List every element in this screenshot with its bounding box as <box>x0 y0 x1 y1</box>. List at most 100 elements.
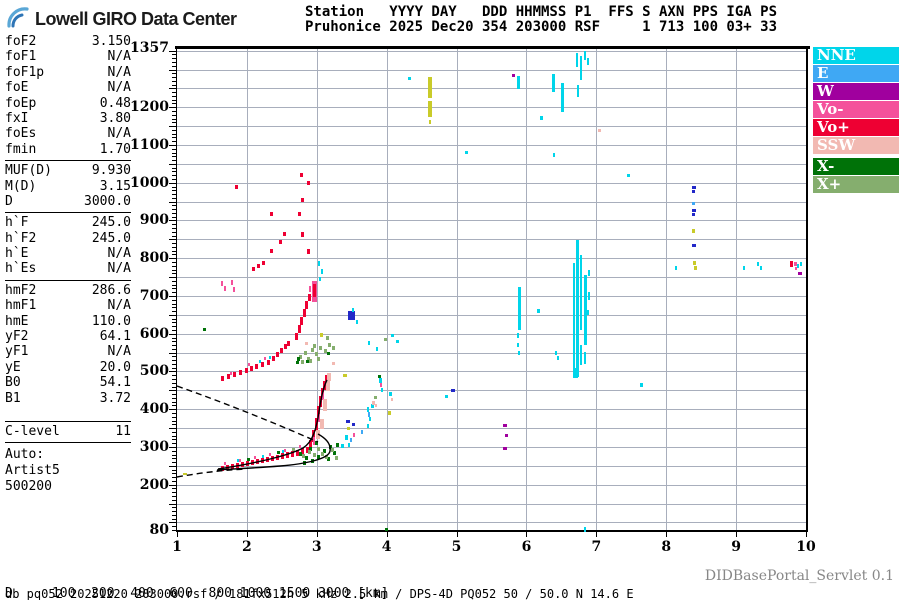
echo-point <box>517 343 519 347</box>
y-axis-tick <box>169 69 176 71</box>
echo-point <box>231 280 233 285</box>
echo-point <box>309 286 311 292</box>
echo-point <box>237 459 239 462</box>
x-axis-tick <box>386 530 388 537</box>
plot-right-border <box>806 48 808 530</box>
param-label: C-level <box>5 423 60 439</box>
echo-point <box>323 449 326 453</box>
echo-point <box>327 373 331 381</box>
echo-point <box>361 430 363 434</box>
y-axis-tick <box>172 326 176 328</box>
param-row-b1: B1 3.72 <box>5 391 131 406</box>
echo-point <box>692 209 696 212</box>
echo-point <box>584 352 586 364</box>
echo-point <box>311 348 314 352</box>
echo-point <box>320 419 324 429</box>
echo-point <box>584 51 586 60</box>
echo-point <box>305 301 308 309</box>
param-value: N/A <box>107 126 131 142</box>
echo-point <box>347 427 350 430</box>
d-row: D 100 200 400 600 800 1000 1500 3000 [km… <box>5 586 389 600</box>
y-axis-tick <box>172 379 176 381</box>
echo-point <box>374 396 377 399</box>
echo-point <box>640 383 643 387</box>
param-label: hmE <box>5 313 29 329</box>
echo-point <box>299 452 302 456</box>
param-row-md: M(D) 3.15 <box>5 179 131 194</box>
y-axis-tick <box>172 54 176 56</box>
echo-point <box>324 349 327 353</box>
echo-point <box>692 244 696 247</box>
echo-point <box>233 372 236 377</box>
gridline-horizontal <box>177 371 806 373</box>
gridline-horizontal <box>177 333 806 335</box>
echo-point <box>283 232 286 236</box>
y-axis-tick <box>172 209 176 211</box>
y-axis-tick <box>172 231 176 233</box>
echo-legend: NNE E W Vo- Vo+ SSW X- X+ <box>813 47 899 194</box>
echo-point <box>795 267 797 270</box>
param-label: D <box>5 193 13 209</box>
gridline-horizontal <box>177 69 806 71</box>
echo-point <box>303 309 306 317</box>
y-axis-tick <box>172 450 176 452</box>
param-label: fmin <box>5 141 37 157</box>
param-label: h`E <box>5 246 29 262</box>
y-axis-tick <box>172 511 176 513</box>
echo-point <box>367 407 369 412</box>
echo-point <box>692 213 695 216</box>
echo-point <box>327 352 330 355</box>
echo-point <box>239 370 242 375</box>
param-row-fof1p: foF1p N/A <box>5 65 131 80</box>
param-row-hes: h`Es N/A <box>5 261 131 276</box>
echo-point <box>451 389 455 392</box>
y-axis-label: 80 <box>149 522 169 538</box>
param-label: hmF2 <box>5 282 37 298</box>
x-axis-label: 9 <box>731 539 741 555</box>
echo-point <box>292 448 295 451</box>
param-value: 245.0 <box>91 215 131 231</box>
echo-point <box>221 376 224 381</box>
echo-point <box>517 76 520 89</box>
echo-point <box>284 449 286 452</box>
param-row-b0: B0 54.1 <box>5 375 131 390</box>
x-axis-label: 6 <box>521 539 532 555</box>
echo-point <box>517 333 519 338</box>
param-value: 20.0 <box>99 359 131 375</box>
param-separator <box>5 279 131 281</box>
echo-point <box>408 77 411 80</box>
echo-point <box>309 440 312 450</box>
echo-point <box>300 173 303 177</box>
echo-point <box>257 264 260 268</box>
gridline-horizontal <box>177 163 806 165</box>
echo-point <box>445 395 448 398</box>
param-value: N/A <box>107 261 131 277</box>
y-axis-tick <box>172 58 176 60</box>
y-axis-tick <box>172 443 176 445</box>
y-axis-tick <box>172 401 176 403</box>
param-row-hme: hmE 110.0 <box>5 314 131 329</box>
y-axis-tick <box>172 367 176 369</box>
echo-point <box>557 356 559 360</box>
plot-bottom-axis <box>176 530 808 532</box>
y-axis-tick <box>172 469 176 471</box>
echo-point <box>233 287 235 292</box>
y-axis-tick <box>172 194 176 196</box>
param-value: N/A <box>107 64 131 80</box>
y-axis-tick <box>172 73 176 75</box>
y-axis-tick <box>172 186 176 188</box>
echo-point <box>291 451 294 457</box>
echo-point <box>378 375 381 378</box>
y-axis-tick <box>172 114 176 116</box>
echo-point <box>580 56 582 80</box>
y-axis-tick <box>169 201 176 203</box>
y-axis-tick <box>172 348 176 350</box>
echo-point <box>306 360 309 363</box>
echo-point <box>577 85 579 97</box>
echo-point <box>270 249 273 253</box>
y-axis-tick <box>172 111 176 113</box>
y-axis-tick <box>172 424 176 426</box>
param-label: h`F2 <box>5 230 37 246</box>
echo-point <box>282 450 284 453</box>
